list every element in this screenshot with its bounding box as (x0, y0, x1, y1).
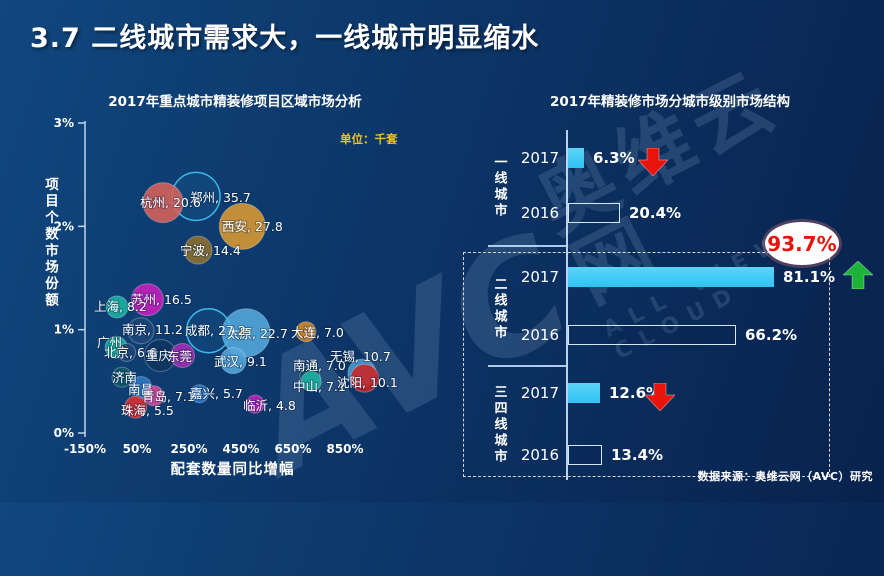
bubble-point (295, 321, 317, 343)
down-arrow-glyph (636, 147, 670, 177)
down-arrow-glyph (643, 382, 677, 412)
highlight-dashed-box (463, 252, 830, 477)
bubble-point (221, 308, 271, 358)
x-tick-label: 250% (170, 442, 207, 456)
bubble-point (127, 317, 155, 345)
x-tick-label: 850% (326, 442, 363, 456)
bubble-point (170, 343, 195, 369)
year-label: 2017 (520, 384, 559, 402)
y-tick-label: 2% (54, 219, 74, 233)
y-tick-label: 0% (54, 426, 74, 440)
bubble-point (124, 395, 148, 419)
bar-2017-solid (568, 148, 584, 168)
bubble-plot: 3% 2% 1% 0% -150% 50% 250% 450% 650% 850% 郑州, 35.7… (54, 116, 399, 456)
bubble-point (189, 384, 209, 404)
x-tick-label: 450% (222, 442, 259, 456)
bubble-chart-title: 2017年重点城市精装修项目区域市场分析 (108, 94, 362, 110)
y-tick-label: 1% (54, 323, 74, 337)
y-axis-title: 项目个数市场份额 (42, 177, 58, 309)
bubble-label: 上海, 8.2 (94, 299, 147, 314)
bubble-label: 武汉, 9.1 (214, 354, 267, 369)
bubble-label: 太原, 22.7 (227, 326, 288, 341)
bar-2016-outline (568, 445, 602, 465)
bubble-label: 济南 (112, 370, 137, 385)
bubble-point (300, 370, 322, 392)
group-label: 三四线城市 (491, 385, 507, 465)
slide: 3.7 二线城市需求大，一线城市明显缩水 AVC 奥维云网 ALL VIEW C… (0, 23, 884, 507)
bubble-point (218, 202, 266, 250)
bubble-label: 大连, 7.0 (291, 325, 344, 340)
bar-2016-outline (568, 325, 736, 345)
bubble-label: 无锡, 10.7 (330, 349, 391, 364)
bar-value-label: 13.4% (611, 446, 664, 464)
bubble-label: 东莞 (167, 349, 192, 364)
bubble-label: 苏州, 16.5 (131, 292, 192, 307)
bubble-point (219, 347, 247, 375)
group-label: 一线城市 (491, 155, 507, 219)
year-label: 2016 (520, 204, 559, 222)
up-arrow-glyph (841, 260, 875, 290)
unit-label: 单位：千套 (340, 132, 398, 146)
bar-value-label: 6.3% (593, 149, 635, 167)
bubble-point (143, 385, 165, 407)
bubble-label: 北京, 6.6 (104, 345, 157, 360)
bubble-point (350, 363, 379, 393)
data-source: 数据来源：奥维云网（AVC）研究 (697, 470, 873, 483)
bar-axis-line (566, 130, 568, 480)
bubble-point (185, 307, 232, 354)
bubble-point (111, 366, 133, 388)
bar-value-label: 20.4% (629, 204, 682, 222)
year-label: 2016 (520, 326, 559, 344)
bubble-label: 沈阳, 10.1 (337, 375, 398, 390)
bar-plot: 一线城市 2017 6.3% 2016 20.4% 二线城市 93.7% 2017 81.1% 2… (455, 85, 884, 503)
bubble-label: 成都, 27.2 (185, 323, 246, 338)
down-arrow-icon (643, 382, 677, 412)
group-divider (488, 365, 566, 367)
bar-chart: 2017年精装修市场分城市级别市场结构 一线城市 2017 6.3% 2016 20.4… (455, 85, 884, 503)
bar-chart-title: 2017年精装修市场分城市级别市场结构 (549, 94, 791, 110)
bar-2017-solid (568, 383, 600, 403)
bubble-point (117, 342, 137, 362)
bar-2017-solid (568, 267, 774, 287)
x-tick-label: 50% (123, 442, 152, 456)
bubble-chart: 2017年重点城市精装修项目区域市场分析 单位：千套 项目个数市场份额 配套数量… (0, 85, 460, 503)
bubble-label: 南通, 7.0 (293, 358, 346, 373)
bubble-label: 郑州, 35.7 (190, 190, 251, 205)
up-arrow-icon (841, 260, 875, 290)
y-tick-label: 3% (54, 116, 74, 130)
bubble-point (142, 182, 184, 224)
bubble-label: 重庆 (146, 348, 172, 363)
bubble-label: 南昌 (128, 382, 153, 397)
bubble-label: 杭州, 20.6 (140, 195, 201, 210)
bubble-label: 广州 (97, 335, 122, 350)
year-label: 2017 (520, 149, 559, 167)
year-label: 2017 (520, 268, 559, 286)
bubble-label: 中山, 7.1 (293, 379, 346, 394)
bubble-label: 珠海, 5.5 (121, 403, 174, 418)
bubble-point (245, 394, 265, 414)
bubble-point (105, 295, 129, 319)
highlight-badge: 93.7% (765, 222, 839, 265)
bubble-label: 青岛, 7.1 (142, 389, 195, 404)
bubble-point (183, 235, 213, 265)
bubble-label: 西安, 27.8 (222, 219, 283, 234)
bar-value-label: 66.2% (745, 326, 798, 344)
year-label: 2016 (520, 446, 559, 464)
bar-value-label: 81.1% (783, 268, 836, 286)
x-axis-title: 配套数量同比增幅 (170, 462, 295, 478)
bubble-label: 宁波, 14.4 (180, 243, 241, 258)
page-title: 3.7 二线城市需求大，一线城市明显缩水 (30, 23, 540, 54)
group-label: 二线城市 (491, 277, 507, 341)
bubble-label: 嘉兴, 5.7 (190, 386, 243, 401)
down-arrow-icon (636, 147, 670, 177)
x-tick-label: -150% (64, 442, 106, 456)
bubble-point (130, 283, 164, 317)
group-divider (488, 245, 566, 247)
x-tick-label: 650% (274, 442, 311, 456)
bubble-label: 南京, 11.2 (122, 322, 183, 337)
bubble-label: 临沂, 4.8 (243, 398, 296, 413)
bar-2016-outline (568, 203, 620, 223)
